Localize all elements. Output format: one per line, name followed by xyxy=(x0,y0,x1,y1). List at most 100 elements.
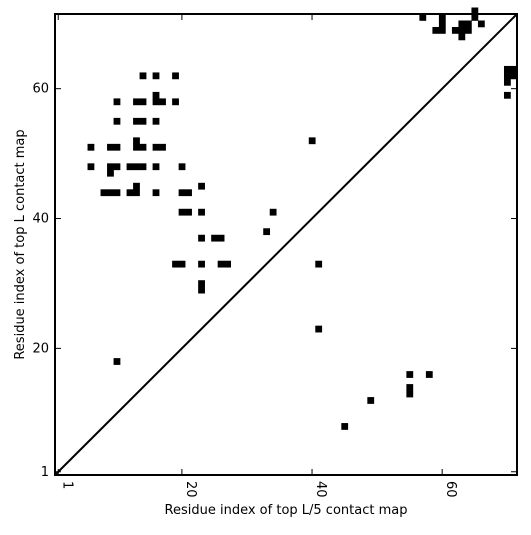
upper-contact-cell xyxy=(113,189,121,197)
lower-contact-cell xyxy=(419,14,427,21)
upper-contact-cell xyxy=(217,260,225,268)
y-tick-label: 60 xyxy=(32,82,49,97)
upper-contact-cell xyxy=(217,234,225,242)
upper-contact-cell xyxy=(133,137,140,145)
upper-contact-cell xyxy=(178,163,186,171)
upper-contact-cell xyxy=(107,169,114,177)
upper-contact-cell xyxy=(139,163,147,171)
lower-contact-cell xyxy=(477,20,485,28)
upper-contact-cell xyxy=(107,163,114,171)
lower-contact-cell xyxy=(503,65,511,73)
upper-contact-cell xyxy=(133,143,140,151)
y-axis-label: Residue index of top L contact map xyxy=(13,129,28,359)
upper-contact-cell xyxy=(172,260,179,268)
upper-contact-cell xyxy=(172,72,179,80)
upper-contact-cell xyxy=(139,72,147,80)
lower-contact-cell xyxy=(510,65,518,73)
upper-contact-cell xyxy=(152,143,160,151)
lower-contact-cell xyxy=(425,371,433,378)
upper-contact-cell xyxy=(100,189,108,197)
lower-contact-cell xyxy=(503,91,511,99)
upper-contact-cell xyxy=(152,98,160,106)
upper-contact-cell xyxy=(185,189,192,197)
upper-contact-cell xyxy=(269,208,277,216)
upper-contact-cell xyxy=(139,98,147,106)
lower-contact-cell xyxy=(406,390,414,398)
upper-contact-cell xyxy=(224,260,231,268)
upper-contact-cell xyxy=(198,260,205,268)
upper-contact-cell xyxy=(133,117,140,125)
upper-contact-cell xyxy=(152,163,160,171)
lower-contact-cell xyxy=(406,371,414,378)
upper-contact-cell xyxy=(178,260,186,268)
lower-contact-cell xyxy=(315,325,323,333)
lower-contact-cell xyxy=(471,7,479,15)
lower-contact-cell xyxy=(503,78,511,86)
upper-contact-cell xyxy=(185,208,192,216)
lower-contact-cell xyxy=(503,72,511,80)
x-tick-label: 60 xyxy=(443,481,458,498)
upper-contact-cell xyxy=(107,189,114,197)
lower-contact-cell xyxy=(451,26,459,34)
upper-contact-cell xyxy=(178,189,186,197)
plot-frame xyxy=(54,13,518,476)
upper-contact-cell xyxy=(133,98,140,106)
lower-contact-cell xyxy=(432,26,440,34)
upper-contact-cell xyxy=(308,137,316,145)
upper-contact-cell xyxy=(152,117,160,125)
lower-contact-cell xyxy=(471,14,479,21)
upper-contact-cell xyxy=(198,280,205,288)
lower-contact-cell xyxy=(464,20,472,28)
lower-contact-cell xyxy=(406,384,414,391)
x-tick-label: 40 xyxy=(313,481,328,498)
upper-contact-cell xyxy=(198,286,205,294)
upper-contact-cell xyxy=(152,91,160,99)
upper-contact-cell xyxy=(152,72,160,80)
x-tick-label: 1 xyxy=(59,481,74,489)
upper-contact-cell xyxy=(126,189,134,197)
upper-contact-cell xyxy=(133,182,140,190)
lower-contact-cell xyxy=(464,26,472,34)
lower-contact-cell xyxy=(458,26,466,34)
upper-contact-cell xyxy=(139,143,147,151)
contact-cells xyxy=(87,7,518,430)
lower-contact-cell xyxy=(458,20,466,28)
upper-contact-cell xyxy=(113,163,121,171)
lower-contact-cell xyxy=(458,33,466,41)
lower-contact-cell xyxy=(438,20,446,28)
upper-contact-cell xyxy=(133,163,140,171)
upper-contact-cell xyxy=(152,189,160,197)
lower-contact-cell xyxy=(438,26,446,34)
upper-contact-cell xyxy=(198,208,205,216)
upper-contact-cell xyxy=(172,98,179,106)
upper-contact-cell xyxy=(178,208,186,216)
x-tick-label: 20 xyxy=(183,481,198,498)
lower-contact-cell xyxy=(315,260,323,268)
upper-contact-cell xyxy=(159,98,166,106)
upper-contact-cell xyxy=(87,163,95,171)
upper-contact-cell xyxy=(113,358,121,365)
upper-contact-cell xyxy=(263,228,271,236)
x-axis-label: Residue index of top L/5 contact map xyxy=(165,503,408,518)
upper-contact-cell xyxy=(133,189,140,197)
upper-contact-cell xyxy=(87,143,95,151)
upper-contact-cell xyxy=(211,234,218,242)
y-tick-label: 1 xyxy=(41,465,49,480)
lower-contact-cell xyxy=(367,397,375,404)
upper-contact-cell xyxy=(113,143,121,151)
upper-contact-cell xyxy=(107,143,114,151)
lower-contact-cell xyxy=(341,423,349,430)
axis-ticks: 1 20 40 60 1 20 40 60 xyxy=(32,14,517,498)
upper-contact-cell xyxy=(139,117,147,125)
upper-contact-cell xyxy=(113,117,121,125)
upper-contact-cell xyxy=(126,163,134,171)
y-tick-label: 40 xyxy=(32,212,49,227)
y-tick-label: 20 xyxy=(32,341,49,356)
upper-contact-cell xyxy=(113,98,121,106)
upper-contact-cell xyxy=(198,234,205,242)
upper-contact-cell xyxy=(159,143,166,151)
diagonal-line xyxy=(54,13,518,476)
lower-contact-cell xyxy=(510,72,518,80)
